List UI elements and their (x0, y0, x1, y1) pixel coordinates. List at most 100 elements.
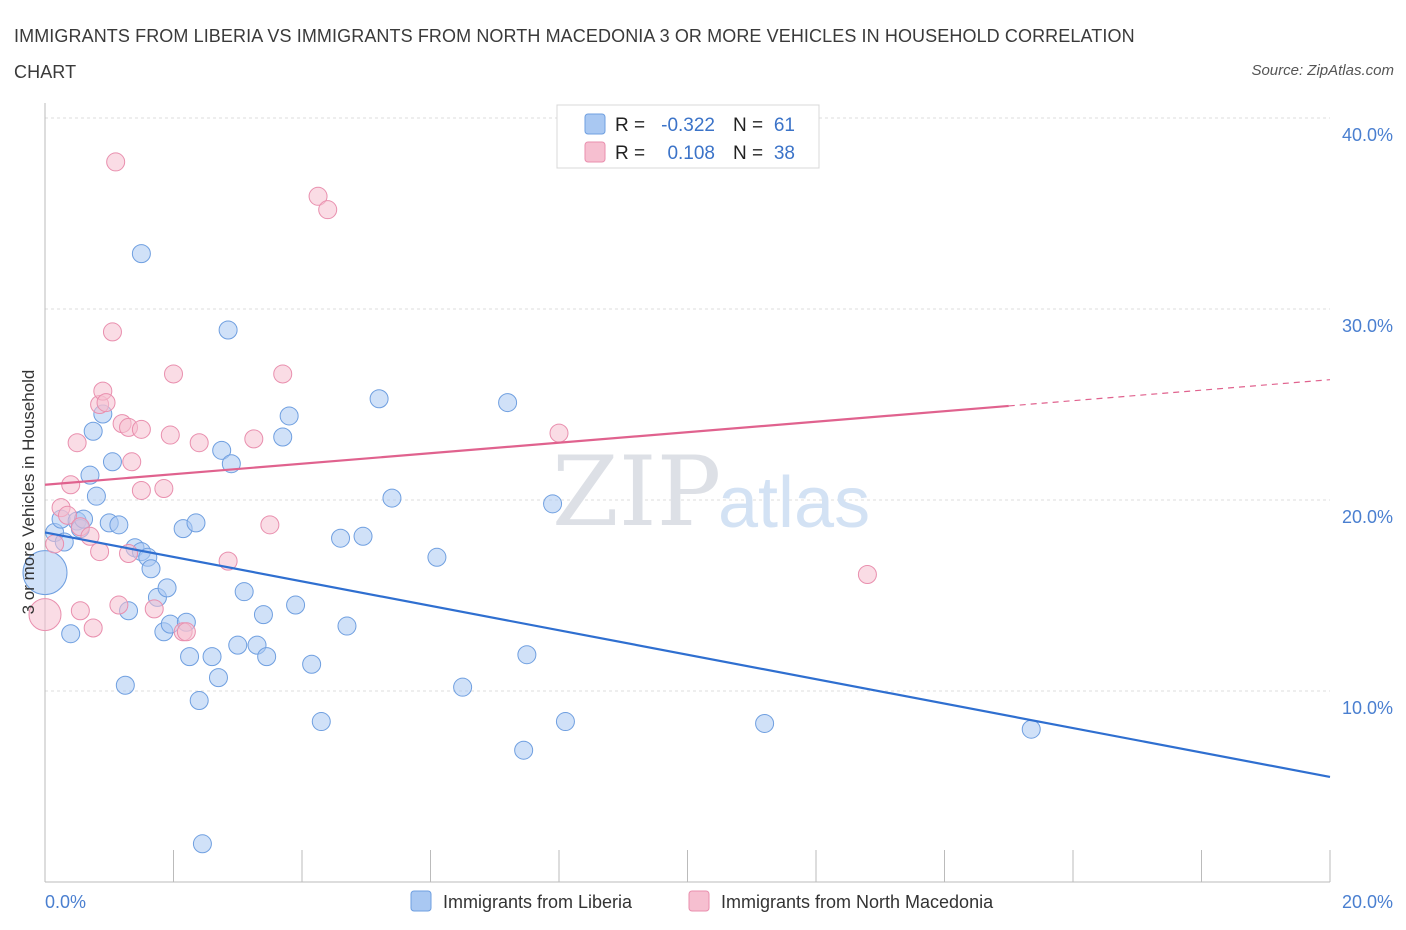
point-liberia (208, 668, 228, 688)
point-north-macedonia (857, 564, 877, 584)
legend-bottom-swatch-north-macedonia (688, 890, 710, 912)
point-north-macedonia (131, 419, 151, 439)
point-liberia (273, 427, 293, 447)
point-liberia (86, 486, 106, 506)
point-north-macedonia (144, 599, 164, 619)
point-north-macedonia (83, 618, 103, 638)
point-liberia (331, 528, 351, 548)
point-liberia (382, 488, 402, 508)
point-north-macedonia (90, 542, 110, 562)
y-tick-label: 40.0% (1342, 125, 1393, 145)
legend-n-label: N = (733, 115, 763, 136)
trend-lines (44, 379, 1331, 779)
point-liberia (228, 635, 248, 655)
point-liberia (369, 389, 389, 409)
point-liberia (61, 624, 81, 644)
trend-line-north-macedonia (44, 404, 1009, 486)
point-north-macedonia (318, 200, 338, 220)
point-liberia (131, 244, 151, 264)
point-north-macedonia (28, 598, 62, 632)
point-liberia (755, 713, 775, 733)
grid-lines (45, 117, 1330, 692)
point-liberia (83, 421, 103, 441)
legend-r-label: R = (615, 143, 645, 164)
point-liberia (311, 712, 331, 732)
legend-bottom-swatch-liberia (410, 890, 432, 912)
point-liberia (202, 647, 222, 667)
legend-top: R = -0.322 N = 61 R = 0.108 N = 38 (556, 104, 820, 169)
watermark-zip: ZIP (552, 436, 721, 548)
legend-n-label: N = (733, 143, 763, 164)
point-north-macedonia (67, 433, 87, 453)
legend-r-value: 0.108 (667, 143, 715, 164)
trend-line-north-macedonia-extension (1008, 379, 1331, 407)
legend-r-value: -0.322 (661, 115, 715, 136)
legend-swatch-north-macedonia (584, 141, 606, 163)
y-axis-label: 3 or more Vehicles in Household (19, 370, 38, 615)
legend-swatch-liberia (584, 113, 606, 135)
point-north-macedonia (96, 393, 116, 413)
point-liberia (353, 526, 373, 546)
legend-bottom-label-liberia: Immigrants from Liberia (443, 892, 633, 912)
point-north-macedonia (160, 425, 180, 445)
x-tick-label: 20.0% (1342, 892, 1393, 912)
point-liberia (141, 559, 161, 579)
y-tick-label: 20.0% (1342, 507, 1393, 527)
point-liberia (180, 647, 200, 667)
point-liberia (186, 513, 206, 533)
point-liberia (102, 452, 122, 472)
point-liberia (218, 320, 238, 340)
point-liberia (498, 393, 518, 413)
point-north-macedonia (109, 595, 129, 615)
point-liberia (302, 654, 322, 674)
point-north-macedonia (189, 433, 209, 453)
source-label: Source: ZipAtlas.com (1251, 62, 1394, 79)
point-north-macedonia (308, 186, 328, 206)
chart-title: IMMIGRANTS FROM LIBERIA VS IMMIGRANTS FR… (14, 26, 1135, 82)
watermark-atlas: atlas (718, 463, 870, 543)
point-north-macedonia (45, 534, 65, 554)
point-north-macedonia (154, 479, 174, 499)
point-north-macedonia (57, 505, 77, 525)
point-liberia (286, 595, 306, 615)
point-liberia (109, 515, 129, 535)
point-north-macedonia (244, 429, 264, 449)
y-tick-label: 30.0% (1342, 316, 1393, 336)
point-north-macedonia (549, 423, 569, 443)
y-tick-label: 10.0% (1342, 698, 1393, 718)
point-north-macedonia (106, 152, 126, 172)
legend-r-label: R = (615, 115, 645, 136)
point-liberia (279, 406, 299, 426)
point-liberia (555, 712, 575, 732)
point-north-macedonia (102, 322, 122, 342)
point-north-macedonia (122, 452, 142, 472)
legend-n-value: 38 (774, 143, 795, 164)
point-liberia (157, 578, 177, 598)
point-liberia (543, 494, 563, 514)
point-north-macedonia (176, 622, 196, 642)
point-liberia (253, 605, 273, 625)
point-liberia (1021, 719, 1041, 739)
point-north-macedonia (273, 364, 293, 384)
point-north-macedonia (131, 480, 151, 500)
trend-line-liberia (44, 531, 1331, 779)
point-liberia (22, 550, 68, 596)
point-liberia (517, 645, 537, 665)
legend-bottom: Immigrants from Liberia Immigrants from … (410, 890, 994, 912)
point-liberia (234, 582, 254, 602)
axes (44, 103, 1331, 883)
point-north-macedonia (61, 475, 81, 495)
point-liberia (257, 647, 277, 667)
x-tick-label: 0.0% (45, 892, 86, 912)
point-liberia (453, 677, 473, 697)
legend-n-value: 61 (774, 115, 795, 136)
point-liberia (212, 440, 232, 460)
point-north-macedonia (164, 364, 183, 384)
legend-bottom-label-north-macedonia: Immigrants from North Macedonia (721, 892, 994, 912)
point-north-macedonia (70, 601, 90, 621)
point-north-macedonia (260, 515, 280, 535)
scatter-points (22, 152, 1041, 854)
point-liberia (337, 616, 357, 636)
point-liberia (192, 834, 212, 854)
point-liberia (189, 691, 209, 711)
